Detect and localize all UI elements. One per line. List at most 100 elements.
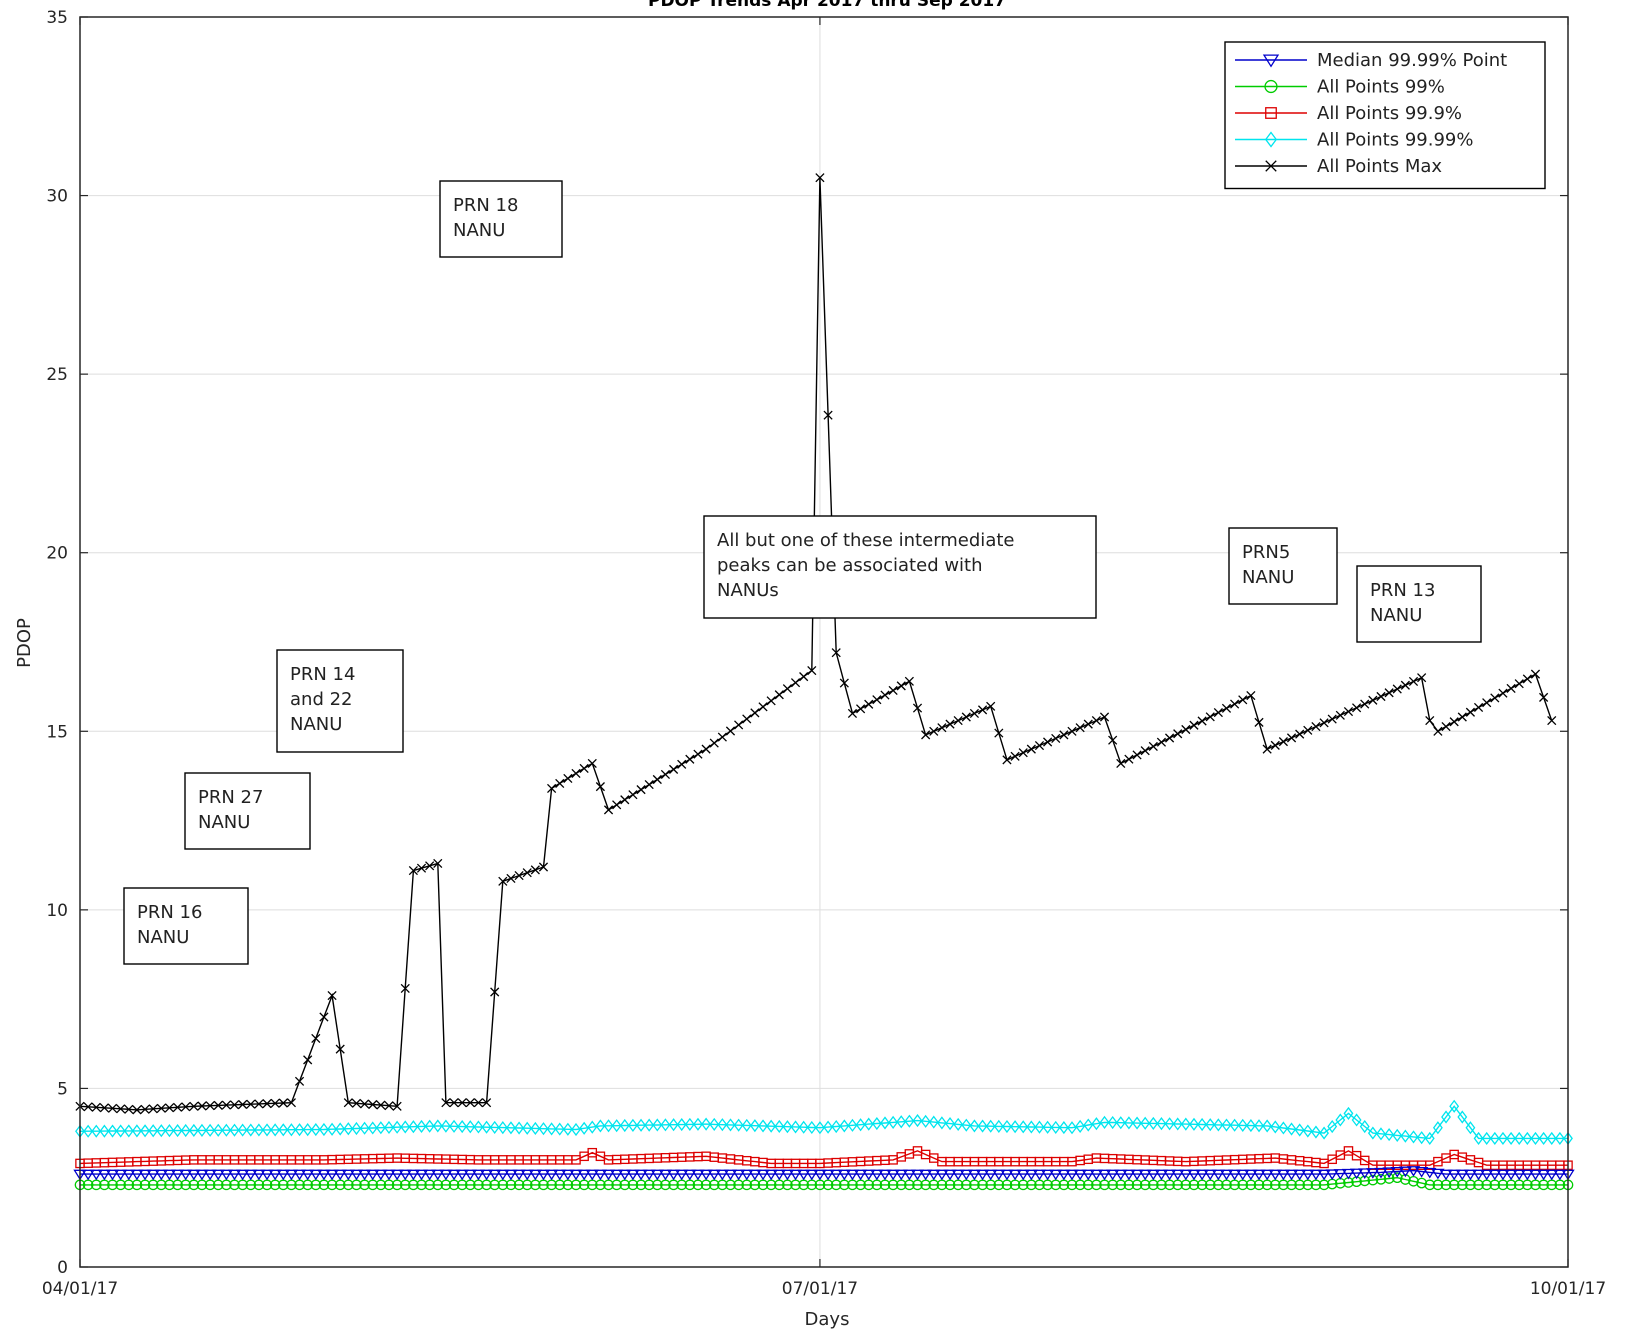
data-point bbox=[520, 1169, 534, 1181]
data-point bbox=[1043, 737, 1053, 747]
data-point bbox=[609, 1169, 624, 1181]
data-point bbox=[1067, 726, 1077, 736]
data-point bbox=[937, 723, 947, 733]
data-point bbox=[1408, 676, 1419, 687]
data-point bbox=[1040, 1169, 1055, 1181]
data-point bbox=[422, 1169, 437, 1181]
data-point bbox=[262, 1099, 272, 1109]
data-point bbox=[862, 1169, 876, 1181]
data-point bbox=[749, 1119, 760, 1133]
data-point bbox=[1425, 715, 1435, 726]
data-point bbox=[1375, 1173, 1387, 1185]
data-point bbox=[904, 1114, 915, 1128]
data-point bbox=[376, 1100, 386, 1110]
data-point bbox=[1091, 1117, 1102, 1131]
data-point bbox=[318, 1122, 329, 1137]
data-point bbox=[918, 1169, 933, 1181]
data-point bbox=[1189, 1117, 1199, 1131]
data-point bbox=[1455, 1169, 1469, 1181]
data-point bbox=[180, 1123, 191, 1138]
data-point bbox=[457, 1119, 468, 1134]
data-point bbox=[790, 678, 801, 688]
data-point bbox=[1496, 1169, 1510, 1181]
data-point bbox=[195, 1169, 209, 1181]
data-point bbox=[1376, 691, 1386, 702]
data-point bbox=[179, 1169, 193, 1181]
data-point bbox=[1302, 1124, 1313, 1138]
data-point bbox=[904, 676, 914, 686]
data-point bbox=[357, 1169, 372, 1181]
data-point bbox=[1049, 1169, 1063, 1181]
data-point bbox=[286, 1098, 296, 1108]
legend-label: All Points 99.9% bbox=[1317, 103, 1462, 124]
annotation-text: PRN 27 bbox=[198, 787, 263, 808]
data-point bbox=[1317, 1169, 1331, 1181]
data-point bbox=[1264, 79, 1278, 94]
data-point bbox=[650, 1169, 664, 1181]
data-point bbox=[1554, 1131, 1565, 1146]
data-point bbox=[1341, 1168, 1356, 1180]
data-point bbox=[496, 1169, 510, 1181]
data-point bbox=[977, 1119, 988, 1133]
data-point bbox=[392, 1120, 403, 1134]
data-point bbox=[748, 1169, 762, 1181]
data-point bbox=[807, 665, 817, 676]
data-point bbox=[912, 1113, 923, 1128]
annotation-text: NANU bbox=[198, 812, 250, 833]
data-point bbox=[1124, 754, 1134, 764]
data-point bbox=[433, 858, 443, 869]
data-point bbox=[1073, 1169, 1087, 1181]
data-point bbox=[132, 1105, 142, 1115]
data-point bbox=[351, 1098, 362, 1108]
data-point bbox=[806, 1120, 817, 1135]
data-point bbox=[1122, 1169, 1136, 1181]
data-point bbox=[693, 749, 703, 759]
data-point bbox=[1374, 1167, 1388, 1179]
data-point bbox=[262, 1123, 272, 1137]
data-point bbox=[227, 1169, 242, 1181]
data-point bbox=[1481, 1131, 1492, 1146]
data-point bbox=[977, 705, 988, 715]
data-point bbox=[1091, 715, 1101, 726]
data-point bbox=[1376, 1127, 1386, 1141]
data-point bbox=[758, 702, 768, 712]
data-point bbox=[961, 1118, 972, 1132]
data-point bbox=[1230, 699, 1240, 709]
data-point bbox=[1398, 1166, 1413, 1178]
data-point bbox=[1514, 679, 1524, 689]
data-point bbox=[1171, 1169, 1185, 1181]
data-point bbox=[463, 1169, 477, 1181]
data-point bbox=[1473, 1131, 1484, 1146]
data-point bbox=[138, 1169, 152, 1181]
data-point bbox=[1309, 1169, 1323, 1181]
annotation-frame bbox=[276, 649, 404, 753]
data-point bbox=[1162, 1169, 1177, 1181]
data-point bbox=[1115, 1116, 1126, 1130]
data-point bbox=[392, 1101, 402, 1111]
data-point bbox=[1301, 1169, 1315, 1181]
data-point bbox=[351, 1121, 362, 1136]
y-tick-label: 5 bbox=[57, 1079, 68, 1099]
data-point bbox=[189, 1101, 199, 1111]
data-point bbox=[1268, 1169, 1282, 1181]
data-point bbox=[441, 1098, 451, 1108]
data-point bbox=[603, 805, 614, 815]
data-point bbox=[107, 1103, 118, 1113]
series-triangle-down bbox=[73, 1166, 1575, 1181]
data-point bbox=[553, 1169, 567, 1181]
data-point bbox=[268, 1169, 282, 1181]
data-point bbox=[864, 699, 874, 709]
data-point bbox=[912, 703, 923, 713]
data-point bbox=[1024, 1169, 1039, 1181]
data-point bbox=[1360, 699, 1370, 709]
data-point bbox=[366, 1169, 380, 1181]
data-point bbox=[725, 1118, 736, 1132]
data-point bbox=[870, 1169, 884, 1181]
data-point bbox=[766, 1119, 777, 1133]
data-point bbox=[359, 1121, 370, 1135]
data-point bbox=[774, 690, 784, 700]
data-point bbox=[1447, 1169, 1461, 1181]
data-point bbox=[465, 1120, 476, 1134]
y-axis-label: PDOP bbox=[14, 618, 35, 668]
